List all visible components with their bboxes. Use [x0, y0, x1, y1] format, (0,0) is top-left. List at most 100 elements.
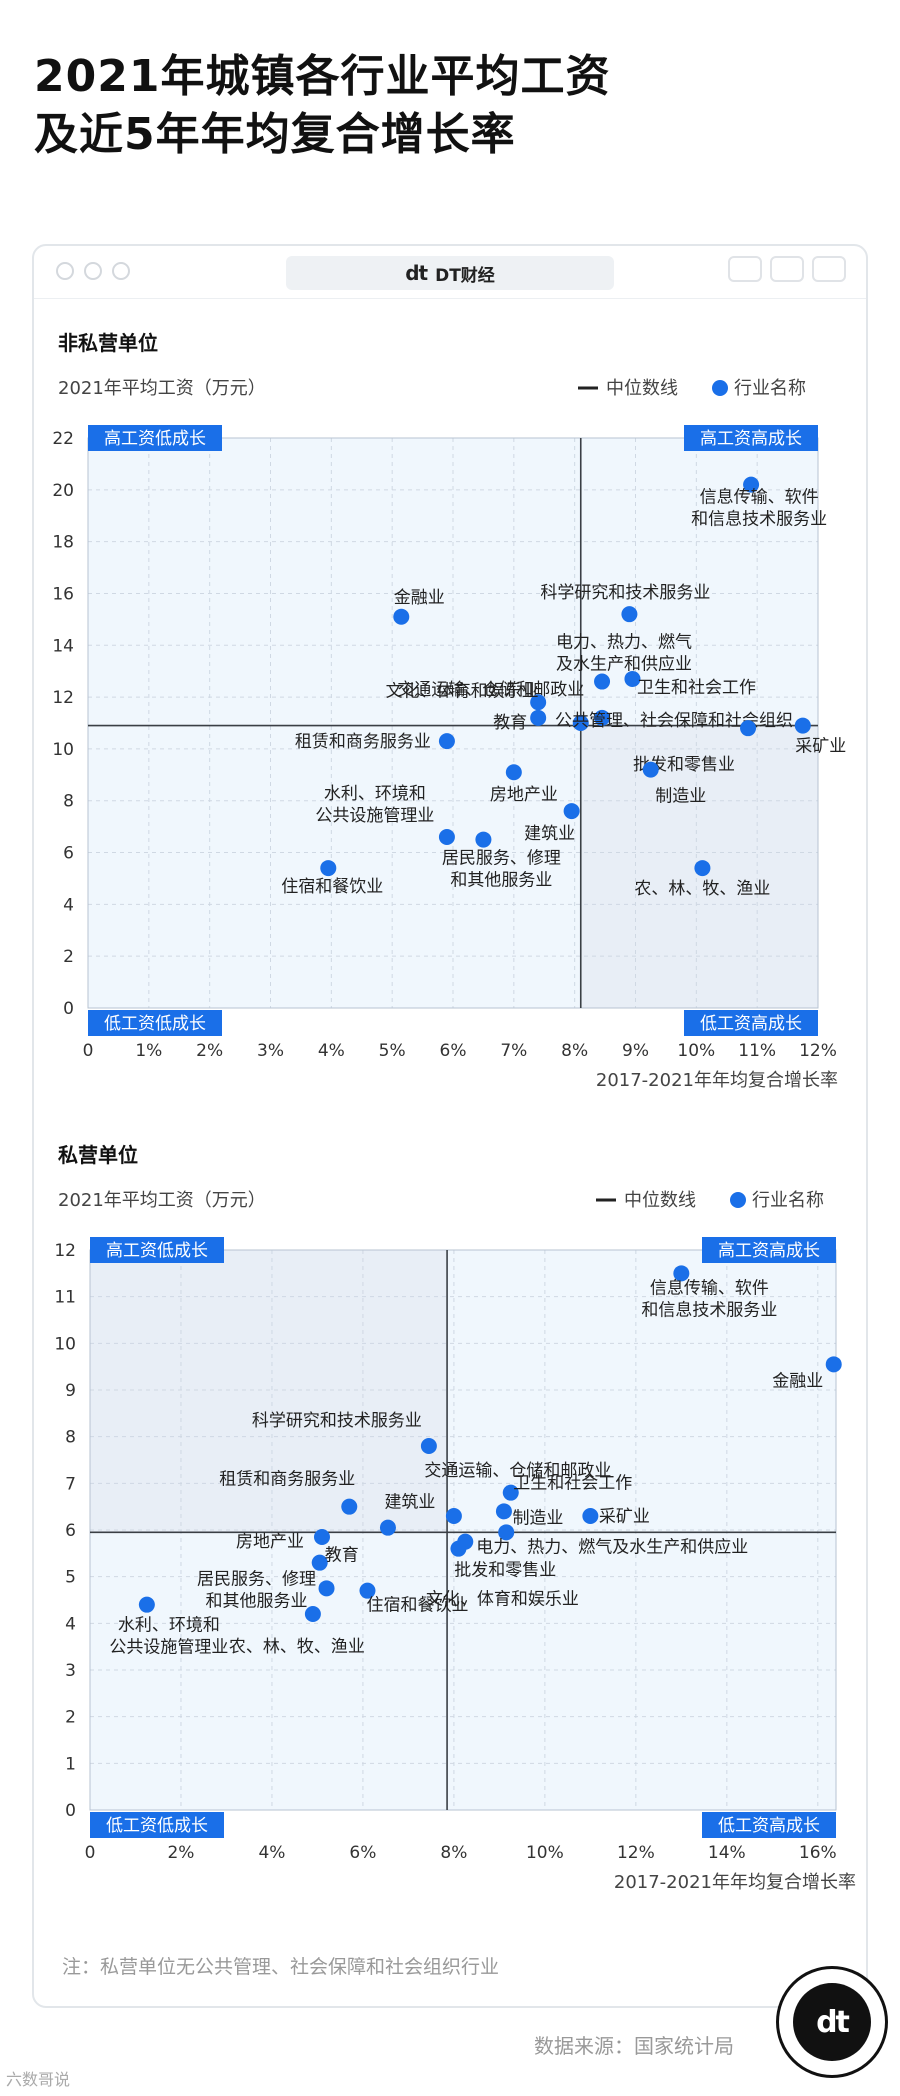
- data-label: 制造业: [512, 1508, 563, 1528]
- quadrant-label-top-right-bg: [684, 425, 818, 451]
- window-minimize-icon[interactable]: [84, 262, 102, 280]
- data-label: 和其他服务业: [450, 871, 552, 891]
- quadrant-label-top-right: 高工资高成长: [718, 1241, 820, 1261]
- data-point: [495, 1503, 512, 1520]
- quadrant-label-bottom-left-bg: [88, 1010, 222, 1036]
- data-label: 租赁和商务服务业: [295, 732, 431, 752]
- data-label: 公共设施管理业: [109, 1638, 228, 1658]
- data-point: [450, 1540, 467, 1557]
- data-point: [582, 1508, 599, 1524]
- page-title: 2021年城镇各行业平均工资 及近5年年均复合增长率: [34, 48, 610, 164]
- data-point: [621, 606, 638, 623]
- data-label: 和信息技术服务业: [641, 1300, 777, 1320]
- data-label: 教育: [493, 713, 527, 733]
- data-label: 建筑业: [524, 824, 575, 844]
- quadrant-label-bottom-right-bg: [684, 1010, 818, 1036]
- data-label: 水利、环境和: [324, 784, 426, 804]
- data-label: 农、林、牧、渔业: [229, 1637, 365, 1657]
- y-axis-label: 2021年平均工资（万元）: [58, 378, 266, 399]
- y-tick-label: 14: [52, 636, 74, 656]
- data-label: 教育: [325, 1546, 359, 1566]
- data-label: 建筑业: [384, 1493, 435, 1513]
- x-tick-label: 9%: [622, 1041, 649, 1061]
- data-point: [498, 1524, 515, 1541]
- x-tick-label: 8%: [561, 1041, 588, 1061]
- data-point: [740, 720, 757, 737]
- x-tick-label: 16%: [799, 1843, 837, 1863]
- data-label: 文化、体育和娱乐业: [426, 1590, 579, 1610]
- legend-point-icon: [712, 380, 728, 396]
- y-tick-label: 11: [54, 1288, 76, 1308]
- data-label: 文化、体育和娱乐业: [386, 681, 539, 701]
- x-tick-label: 3%: [257, 1041, 284, 1061]
- edit-icon[interactable]: [812, 256, 846, 282]
- data-label: 电力、热力、燃气及水生产和供应业: [476, 1537, 748, 1557]
- y-tick-label: 8: [63, 792, 74, 812]
- data-label: 信息传输、软件: [700, 488, 819, 508]
- data-point: [530, 694, 547, 711]
- x-tick-label: 5%: [379, 1041, 406, 1061]
- window-brand: DT财经: [435, 265, 495, 286]
- y-tick-label: 8: [65, 1428, 76, 1448]
- quadrant-top-left: [88, 438, 581, 726]
- y-tick-label: 6: [63, 844, 74, 864]
- x-tick-label: 0: [85, 1843, 96, 1863]
- x-axis-label: 2017-2021年年均复合增长率: [614, 1872, 856, 1893]
- data-label: 住宿和餐饮业: [366, 1596, 468, 1616]
- data-point: [359, 1582, 376, 1599]
- data-label: 科学研究和技术服务业: [540, 583, 710, 603]
- data-point: [420, 1438, 437, 1454]
- window-address-bar[interactable]: dt DT财经: [286, 256, 614, 290]
- y-tick-label: 7: [65, 1474, 76, 1494]
- x-tick-label: 2%: [196, 1041, 223, 1061]
- x-axis-label: 2017-2021年年均复合增长率: [596, 1070, 838, 1091]
- data-label: 卫生和社会工作: [513, 1474, 632, 1494]
- data-point: [530, 709, 547, 726]
- data-label: 信息传输、软件: [650, 1278, 769, 1298]
- data-label: 批发和零售业: [454, 1561, 556, 1581]
- legend-industry-label: 行业名称: [752, 1190, 824, 1211]
- y-tick-label: 5: [65, 1568, 76, 1588]
- share-icon[interactable]: [770, 256, 804, 282]
- data-label: 和其他服务业: [206, 1591, 308, 1611]
- x-tick-label: 6%: [349, 1843, 376, 1863]
- data-point: [445, 1508, 462, 1524]
- data-point: [438, 829, 455, 845]
- y-tick-label: 0: [63, 999, 74, 1019]
- quadrant-label-bottom-right-bg: [702, 1812, 836, 1838]
- x-tick-label: 0: [83, 1041, 94, 1061]
- x-tick-label: 10%: [526, 1843, 564, 1863]
- x-tick-label: 11%: [738, 1041, 776, 1061]
- legend-point-icon: [730, 1192, 746, 1208]
- data-label: 居民服务、修理: [442, 849, 561, 869]
- watermark: 六数哥说: [6, 2070, 71, 2089]
- data-label: 和信息技术服务业: [691, 510, 827, 530]
- record-icon[interactable]: [728, 256, 762, 282]
- y-tick-label: 0: [65, 1801, 76, 1821]
- y-tick-label: 9: [65, 1381, 76, 1401]
- data-point: [673, 1265, 690, 1282]
- data-point: [475, 831, 492, 848]
- window-close-icon[interactable]: [56, 262, 74, 280]
- y-tick-label: 4: [65, 1614, 76, 1634]
- data-point: [304, 1606, 321, 1622]
- data-point: [594, 673, 611, 690]
- data-point: [393, 608, 410, 625]
- data-point: [438, 733, 455, 750]
- y-tick-label: 10: [54, 1334, 76, 1354]
- y-tick-label: 2: [65, 1708, 76, 1728]
- data-point: [563, 803, 580, 820]
- legend-industry-label: 行业名称: [734, 378, 806, 399]
- x-tick-label: 2%: [167, 1843, 194, 1863]
- quadrant-label-bottom-left-bg: [90, 1812, 224, 1838]
- data-label: 采矿业: [795, 737, 846, 757]
- dt-badge-logo: dt: [776, 1966, 888, 2078]
- quadrant-label-bottom-left: 低工资低成长: [106, 1816, 208, 1836]
- data-point: [318, 1580, 335, 1597]
- window-maximize-icon[interactable]: [112, 262, 130, 280]
- data-label: 卫生和社会工作: [637, 678, 756, 698]
- plot-border: [89, 1249, 837, 1811]
- x-tick-label: 4%: [258, 1843, 285, 1863]
- quadrant-label-bottom-right: 低工资高成长: [700, 1014, 802, 1034]
